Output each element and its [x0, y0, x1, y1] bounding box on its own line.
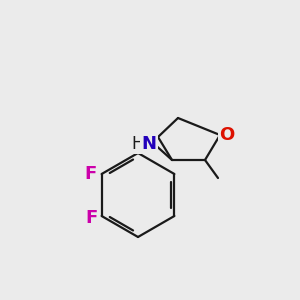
Text: F: F	[85, 165, 97, 183]
Text: F: F	[85, 209, 98, 227]
Text: H: H	[132, 135, 144, 153]
Text: N: N	[142, 135, 157, 153]
Text: O: O	[219, 126, 235, 144]
